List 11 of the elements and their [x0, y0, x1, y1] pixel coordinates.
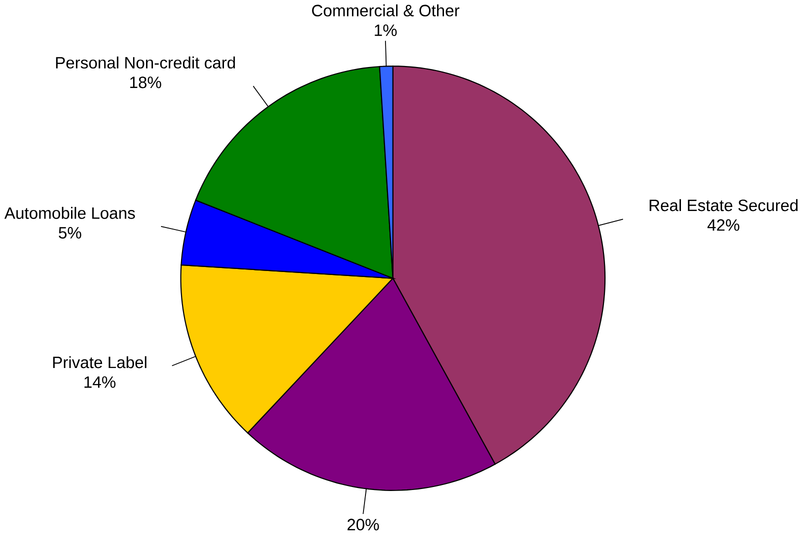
slice-label: Commercial & Other — [312, 4, 460, 17]
data-label: 14% — [84, 376, 116, 388]
data-label: 42% — [707, 219, 740, 231]
legend-label: Private Label — [53, 356, 146, 368]
data-label: 20% — [348, 518, 379, 531]
data-label: 1% — [374, 24, 397, 36]
slice-label: Automobile Loans — [4, 207, 135, 220]
data-label: 5% — [58, 227, 82, 239]
slice-label: Personal Non-credit card — [56, 56, 235, 69]
slice-label: Real Estate Secured — [650, 199, 798, 212]
data-label: 18% — [130, 76, 162, 88]
